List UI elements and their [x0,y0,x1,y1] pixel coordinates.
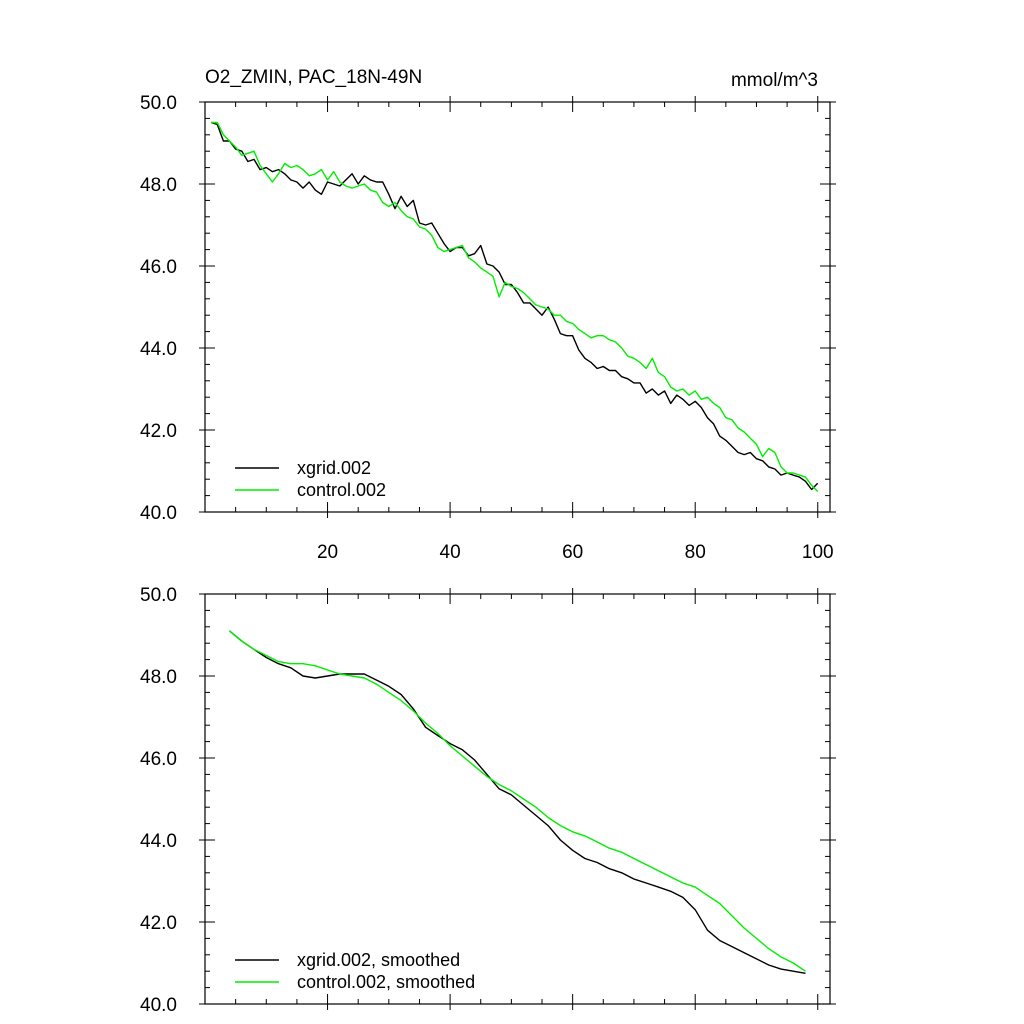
bottom-y-tick-label: 46.0 [140,749,177,770]
top-panel-units: mmol/m^3 [731,70,818,91]
top-plot-frame [204,101,831,513]
bottom-series-line-xgrid [229,630,806,974]
top-x-tick-label: 80 [685,542,706,563]
top-y-tick-label: 46.0 [140,257,177,278]
top-x-tick-label: 40 [440,542,461,563]
bottom-y-tick-label: 44.0 [140,831,177,852]
top-x-tick-label: 60 [562,542,583,563]
bottom-panel: 40.0 42.0 44.0 46.0 48.0 50.0 xgrid.002, smoot… [140,585,836,1016]
bottom-y-tick-label: 40.0 [140,995,177,1016]
top-series-line-xgrid [210,121,819,491]
top-y-tick-label: 50.0 [140,93,177,114]
top-y-tick-label: 44.0 [140,339,177,360]
top-panel: O2_ZMIN, PAC_18N-49N mmol/m^3 40.0 42.0 44… [140,67,836,563]
top-x-tick-label: 20 [317,542,338,563]
bottom-legend-label: control.002, smoothed [297,972,475,992]
bottom-series-line-control [229,630,806,972]
bottom-y-tick-label: 42.0 [140,913,177,934]
top-legend-label: xgrid.002 [297,458,371,478]
top-y-tick-label: 48.0 [140,175,177,196]
bottom-legend-label: xgrid.002, smoothed [297,950,460,970]
top-legend-label: control.002 [297,480,386,500]
bottom-plot-frame [204,593,831,1005]
top-y-tick-label: 42.0 [140,421,177,442]
top-panel-title: O2_ZMIN, PAC_18N-49N [205,67,422,88]
top-x-tick-label: 100 [802,542,834,563]
bottom-y-tick-label: 50.0 [140,585,177,606]
top-series-line-control [211,121,819,492]
top-y-tick-label: 40.0 [140,503,177,524]
bottom-y-tick-label: 48.0 [140,667,177,688]
